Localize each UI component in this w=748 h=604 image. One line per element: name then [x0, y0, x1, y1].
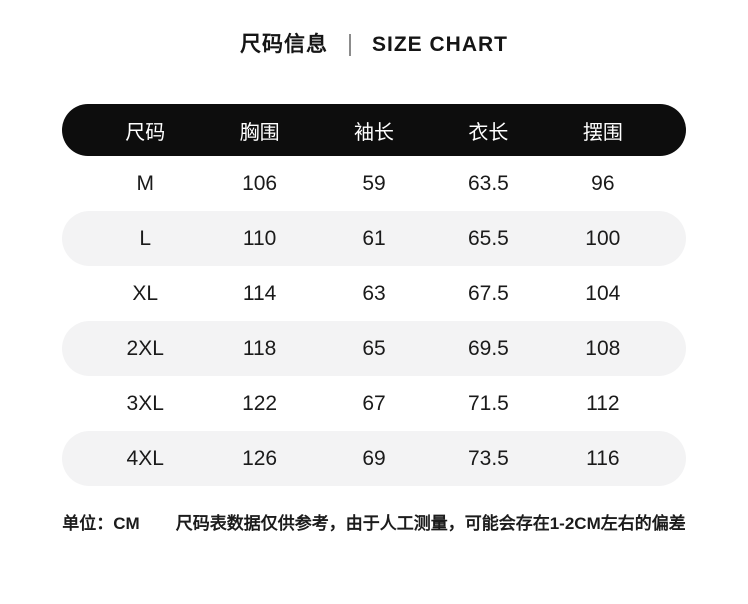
unit-label: 单位：CM — [62, 514, 140, 533]
table-row: XL 114 63 67.5 104 — [62, 266, 686, 321]
sleeve-value: 67 — [362, 391, 386, 415]
column-header-length: 衣长 — [468, 121, 509, 144]
column-header-size: 尺码 — [125, 121, 166, 144]
chest-value: 106 — [242, 171, 278, 195]
title-divider — [349, 34, 351, 56]
size-label: 3XL — [126, 391, 164, 415]
length-value: 71.5 — [467, 391, 509, 415]
size-table: 尺码 胸围 袖长 衣长 摆围 M 106 59 63.5 96 L 110 61… — [62, 104, 686, 486]
length-value: 63.5 — [467, 171, 509, 195]
hem-value: 96 — [591, 171, 615, 195]
chest-value: 114 — [242, 281, 277, 305]
hem-value: 112 — [586, 391, 620, 415]
size-label: L — [139, 226, 152, 250]
disclaimer-text: 尺码表数据仅供参考，由于人工测量，可能会存在1-2CM左右的偏差 — [175, 514, 686, 533]
length-value: 69.5 — [467, 336, 509, 360]
hem-value: 104 — [585, 281, 621, 305]
column-header-hem: 摆围 — [582, 121, 623, 144]
size-label: M — [136, 171, 154, 195]
sleeve-value: 69 — [362, 446, 386, 470]
size-label: 2XL — [126, 336, 164, 360]
sleeve-value: 59 — [362, 171, 386, 195]
footer-note: 单位：CM 尺码表数据仅供参考，由于人工测量，可能会存在1-2CM左右的偏差 — [0, 509, 748, 534]
chest-value: 118 — [242, 336, 277, 360]
sleeve-value: 63 — [362, 281, 386, 305]
hem-value: 100 — [585, 226, 621, 250]
page-title: 尺码信息 SIZE CHART — [0, 0, 748, 59]
length-value: 65.5 — [467, 226, 509, 250]
title-chinese: 尺码信息 — [240, 33, 328, 56]
sleeve-value: 65 — [362, 336, 386, 360]
chest-value: 126 — [242, 446, 278, 470]
table-row: 4XL 126 69 73.5 116 — [62, 431, 686, 486]
table-row: 3XL 122 67 71.5 112 — [62, 376, 686, 431]
table-row: 2XL 118 65 69.5 108 — [62, 321, 686, 376]
chest-value: 122 — [242, 391, 278, 415]
sleeve-value: 61 — [362, 226, 386, 250]
length-value: 73.5 — [467, 446, 509, 470]
size-label: XL — [132, 281, 159, 305]
size-label: 4XL — [126, 446, 164, 470]
chest-value: 110 — [242, 226, 277, 250]
column-header-sleeve: 袖长 — [354, 121, 395, 144]
hem-value: 108 — [585, 336, 621, 360]
table-row: L 110 61 65.5 100 — [62, 211, 686, 266]
length-value: 67.5 — [467, 281, 509, 305]
hem-value: 116 — [586, 446, 620, 470]
title-english: SIZE CHART — [372, 33, 508, 56]
column-header-chest: 胸围 — [239, 121, 280, 144]
table-header-row: 尺码 胸围 袖长 衣长 摆围 — [62, 104, 686, 156]
table-row: M 106 59 63.5 96 — [62, 156, 686, 211]
